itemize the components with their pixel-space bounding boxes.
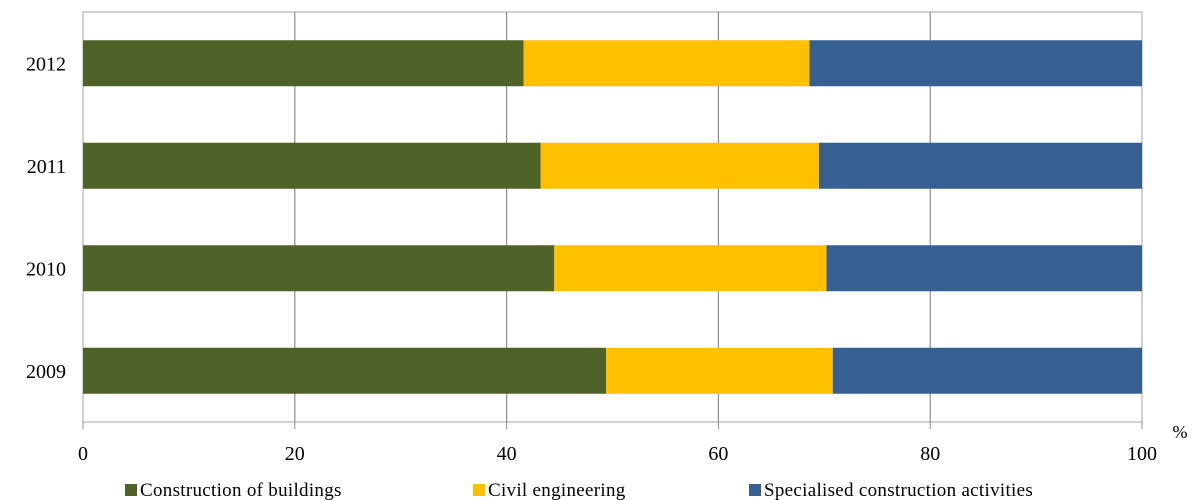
x-tick-label-40: 40 bbox=[497, 443, 517, 465]
y-tick-label-2012: 2012 bbox=[26, 53, 66, 75]
y-tick-label-2010: 2010 bbox=[26, 258, 66, 280]
x-tick-label-100: 100 bbox=[1127, 443, 1157, 465]
legend: Construction of buildings Civil engineeri… bbox=[125, 480, 1033, 500]
x-unit-label: % bbox=[1173, 422, 1188, 442]
bar-2010-series-2 bbox=[554, 245, 827, 292]
bar-2011-series-3 bbox=[819, 142, 1142, 189]
bars bbox=[83, 40, 1142, 394]
legend-label-3: Specialised construction activities bbox=[764, 480, 1033, 500]
bar-2011-series-1 bbox=[83, 142, 541, 189]
legend-label-1: Construction of buildings bbox=[140, 480, 342, 500]
bar-2012-series-1 bbox=[83, 40, 524, 87]
x-tick-label-80: 80 bbox=[920, 443, 940, 465]
axes: 0 20 40 60 80 100% 2012 2011 2010 2009 bbox=[26, 53, 1188, 465]
legend-label-2: Civil engineering bbox=[488, 480, 626, 500]
y-tick-label-2011: 2011 bbox=[27, 156, 66, 178]
legend-swatch-1 bbox=[125, 484, 137, 496]
bar-2011-series-2 bbox=[540, 142, 820, 189]
y-tick-label-2009: 2009 bbox=[26, 361, 66, 383]
plot-area-border bbox=[82, 11, 1143, 423]
bar-2009-series-3 bbox=[832, 347, 1142, 394]
bar-2009-series-2 bbox=[606, 347, 833, 394]
bar-2012-series-2 bbox=[523, 40, 810, 87]
legend-swatch-3 bbox=[749, 484, 761, 496]
x-tick-label-0: 0 bbox=[78, 443, 88, 465]
x-tick-label-60: 60 bbox=[708, 443, 728, 465]
bar-2012-series-3 bbox=[809, 40, 1142, 87]
bar-2010-series-3 bbox=[826, 245, 1142, 292]
legend-swatch-2 bbox=[473, 484, 485, 496]
x-tick-label-20: 20 bbox=[285, 443, 305, 465]
bar-2009-series-1 bbox=[83, 347, 607, 394]
bar-2010-series-1 bbox=[83, 245, 555, 292]
